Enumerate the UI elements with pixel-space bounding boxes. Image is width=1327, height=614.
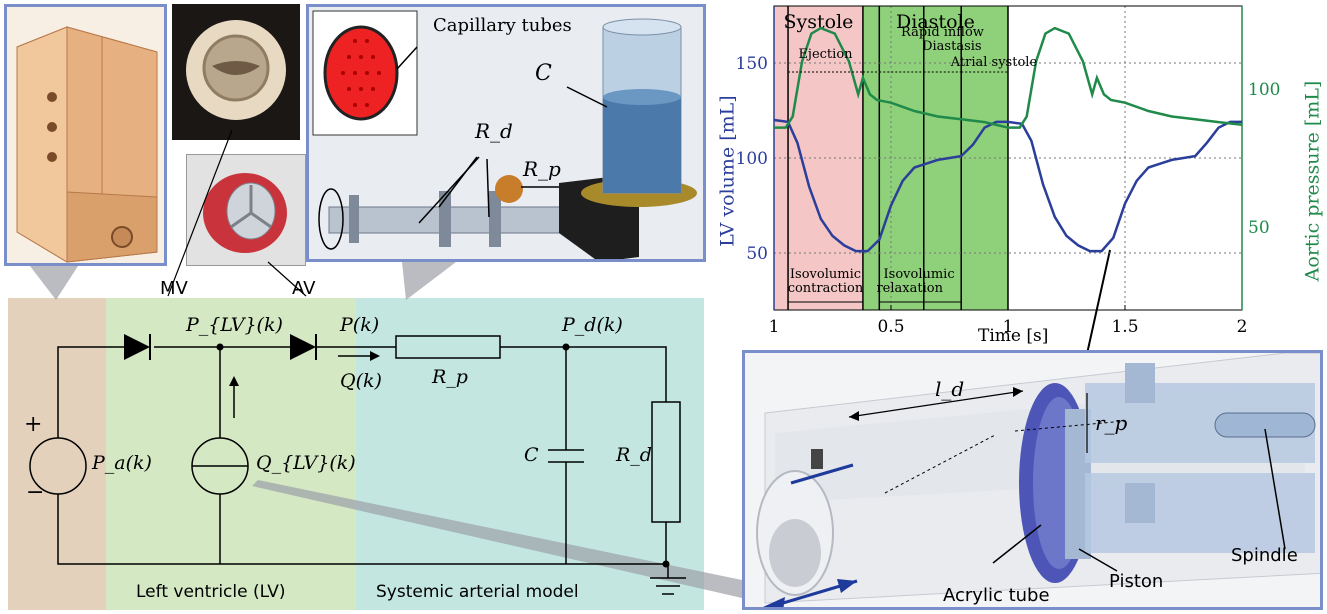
annotation-rapid-inflow: Rapid inflow [901,25,984,40]
enclosure-render-panel [4,4,167,266]
p-label: P(k) [340,314,380,336]
phase-band-0 [774,6,863,310]
annotation-iso-relaxation-2: relaxation [876,281,943,296]
photo-rd-label: R_d [475,119,513,143]
y-left-tick-label-1: 100 [736,149,768,169]
q-label: Q(k) [340,370,382,392]
capillary-tubes-label: Capillary tubes [433,15,572,36]
region-systemic-label: Systemic arterial model [376,582,579,602]
chart-xlabel: Time [s] [978,326,1049,346]
annotation-iso-contraction-2: contraction [788,281,864,296]
hydraulic-drawing [312,10,697,259]
annotation-diastasis: Diastasis [922,39,981,54]
c-capacitor-label: C [524,444,539,466]
av-label: AV [292,278,316,299]
mv-label: MV [160,278,188,299]
mitral-valve-photo [172,4,300,140]
chart-ylabel-right: Aortic pressure [mL] [1301,80,1324,282]
piston-label: Piston [1109,571,1164,592]
pd-label: P_d(k) [562,314,623,336]
phase-label-1: Diastole [896,11,975,33]
y-right-tick-label-1: 100 [1248,80,1280,100]
x-tick-label-0: 1 [769,317,780,337]
hydraulic-model-panel: Capillary tubes C R_d R_p [306,4,706,262]
annotation-atrial-systole: Atrial systole [950,55,1038,70]
annotation-iso-relaxation-1: Isovolumic [884,267,955,282]
rd-resistor-label: R_d [616,444,652,466]
y-left-tick-label-0: 50 [746,244,768,264]
rp-piston-label: r_p [1095,411,1128,435]
x-tick-label-2: 1 [1003,317,1014,337]
region-lv-label: Left ventricle (LV) [136,582,286,602]
x-tick-label-1: 0.5 [877,317,904,337]
y-left-tick-label-2: 150 [736,54,768,74]
ld-label: l_d [935,377,965,401]
phase-label-0: Systole [784,11,854,33]
plus-sign: + [24,412,43,437]
cardiac-cycle-chart: Systole Diastole 1 0.5 1 1.5 2 50 100 150 50 100 Eje… [720,0,1320,350]
pa-source-label: P_a(k) [92,452,152,474]
minus-sign: − [26,480,45,505]
spindle-label: Spindle [1231,545,1298,566]
qlv-source-label: Q_{LV}(k) [256,452,356,474]
piston-render-panel: l_d r_p Spindle Piston Acrylic tube [742,350,1323,610]
photo-rp-label: R_p [523,157,561,181]
y-right-tick-label-0: 50 [1248,218,1270,238]
annotation-iso-contraction-1: Isovolumic [790,267,861,282]
compliance-c-label: C [535,61,552,86]
chart-svg: Systole Diastole 1 0.5 1 1.5 2 50 100 150 50 100 Eje… [736,5,1280,337]
annotation-ejection: Ejection [798,47,853,62]
chart-ylabel-left: LV volume [mL] [716,95,739,247]
x-tick-label-3: 1.5 [1111,317,1138,337]
series-line-0 [773,118,1242,253]
enclosure-drawing [16,26,158,263]
x-tick-label-4: 2 [1237,317,1248,337]
series-line-1 [774,26,1243,129]
rp-resistor-label: R_p [432,366,468,388]
aortic-valve-photo [186,154,306,266]
piston-drawing [756,353,1320,607]
plv-label: P_{LV}(k) [186,314,283,336]
acrylic-tube-label: Acrylic tube [943,585,1050,606]
